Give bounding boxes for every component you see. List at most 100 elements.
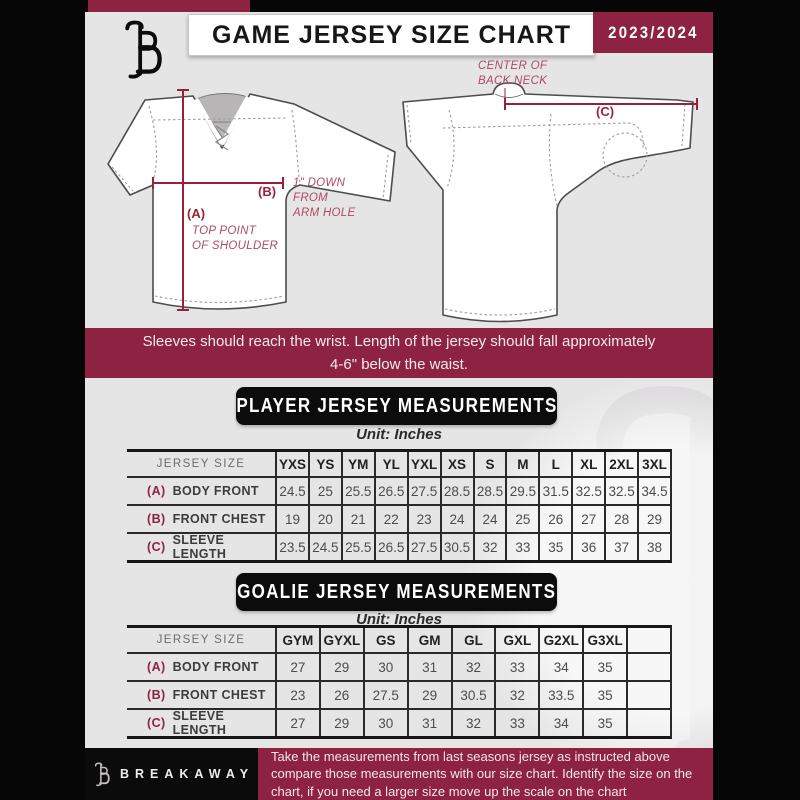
player-measurements-table: JERSEY SIZE YXS YS YM YL YXL XS S M L XL 2XL 3XL (A) B… — [127, 449, 672, 563]
size-column-header: GYXL — [318, 628, 363, 652]
measurement-cell: 28.5 — [439, 476, 473, 504]
measurement-cell: 35 — [582, 680, 627, 708]
size-column-header: GL — [450, 628, 495, 652]
goalie-section-header: GOALIE JERSEY MEASUREMENTS — [236, 573, 557, 611]
measurement-cell: 38 — [637, 532, 670, 560]
measurement-cell: 35 — [582, 652, 627, 680]
footer-brand-name: BREAKAWAY — [119, 767, 255, 781]
row-key: (A) — [147, 484, 166, 498]
size-column-header: GXL — [494, 628, 538, 652]
row-name: BODY FRONT — [172, 484, 259, 498]
label-b: (B) — [258, 184, 277, 199]
footer: BREAKAWAY Take the measurements from las… — [85, 748, 713, 800]
measurement-cell: 25 — [505, 504, 539, 532]
page-body: GAME JERSEY SIZE CHART 2023/2024 — [85, 12, 713, 800]
row-name: BODY FRONT — [172, 660, 259, 674]
row-label: (B) FRONT CHEST — [127, 680, 275, 708]
measurement-cell: 23 — [275, 680, 319, 708]
measurement-cell: 27 — [275, 708, 319, 736]
footer-b-icon — [89, 762, 111, 787]
size-column-header: YXL — [406, 452, 440, 476]
size-header-cell: JERSEY SIZE — [156, 458, 246, 470]
measurement-cell: 25.5 — [340, 532, 374, 560]
measurement-cell: 26.5 — [373, 476, 407, 504]
measurement-cell: 33 — [494, 652, 539, 680]
size-column-header: S — [472, 452, 506, 476]
measurement-cell: 36 — [571, 532, 605, 560]
measurement-cell: 33 — [505, 532, 539, 560]
player-section-title: PLAYER JERSEY MEASUREMENTS — [235, 394, 558, 417]
measurement-cell: 27.5 — [362, 680, 407, 708]
note-top-point-of-shoulder: TOP POINT OF SHOULDER — [192, 225, 279, 252]
measure-line-B — [152, 177, 284, 189]
measurement-cell: 20 — [307, 504, 341, 532]
label-a: (A) — [187, 206, 206, 221]
footer-instructions-box: Take the measurements from last seasons … — [258, 748, 713, 800]
measurement-cell: 34 — [538, 708, 583, 736]
row-label: (C) SLEEVE LENGTH — [127, 532, 275, 561]
measurement-cell: 30.5 — [450, 680, 495, 708]
size-column-header: L — [538, 452, 571, 476]
fit-note-banner: Sleeves should reach the wrist. Length o… — [85, 328, 713, 378]
row-name: SLEEVE LENGTH — [172, 533, 227, 561]
row-key: (C) — [147, 716, 166, 730]
measurement-cell: 34.5 — [637, 476, 670, 504]
measurement-cell: 33.5 — [538, 680, 583, 708]
size-column-header: XS — [439, 452, 473, 476]
measurement-cell: 32.5 — [571, 476, 605, 504]
row-label: (A) BODY FRONT — [127, 476, 275, 504]
size-column-header: 2XL — [604, 452, 637, 476]
measurement-cell: 30 — [362, 652, 407, 680]
size-header-cell: JERSEY SIZE — [156, 634, 246, 646]
size-column-header: GS — [362, 628, 407, 652]
page-title: GAME JERSEY SIZE CHART — [211, 20, 572, 49]
footer-brand: BREAKAWAY — [85, 748, 258, 800]
label-c: (C) — [596, 104, 615, 119]
measurement-cell: 29 — [637, 504, 670, 532]
row-label: (C) SLEEVE LENGTH — [127, 708, 275, 737]
measurement-cell: 29 — [318, 652, 363, 680]
note-center-of-back-neck: CENTER OF BACK NECK — [478, 60, 548, 87]
measurement-cell: 27.5 — [406, 476, 440, 504]
size-column-header: YM — [340, 452, 374, 476]
measurement-cell: 22 — [373, 504, 407, 532]
measure-line-C — [504, 88, 698, 110]
measurement-cell: 26 — [538, 504, 572, 532]
measurement-cell: 31.5 — [538, 476, 572, 504]
size-column-header — [626, 628, 670, 652]
size-column-header: YL — [373, 452, 407, 476]
measurement-cell: 35 — [538, 532, 572, 560]
measurement-cell: 30.5 — [439, 532, 473, 560]
size-column-header: GYM — [275, 628, 319, 652]
row-label: (A) BODY FRONT — [127, 652, 275, 680]
measurement-cell: 23.5 — [275, 532, 308, 560]
row-label: (B) FRONT CHEST — [127, 504, 275, 532]
player-unit-label: Unit: Inches — [356, 426, 442, 443]
measurement-cell: 23 — [406, 504, 440, 532]
size-column-header: XL — [571, 452, 604, 476]
measurement-cell: 33 — [494, 708, 539, 736]
measurement-cell: 19 — [275, 504, 308, 532]
measurement-cell: 31 — [406, 652, 451, 680]
measurement-cell — [626, 680, 670, 708]
row-name: FRONT CHEST — [172, 512, 266, 526]
measurement-cell: 29.5 — [505, 476, 539, 504]
measurement-cell: 29 — [406, 680, 451, 708]
size-column-header: YXS — [275, 452, 308, 476]
measurement-cell: 30 — [362, 708, 407, 736]
measurement-cell: 24 — [472, 504, 506, 532]
measurement-cell — [626, 652, 670, 680]
row-key: (A) — [147, 660, 166, 674]
size-column-header: 3XL — [637, 452, 670, 476]
measurement-cell: 27.5 — [406, 532, 440, 560]
footer-instructions: Take the measurements from last seasons … — [271, 749, 693, 799]
measurement-cell — [626, 708, 670, 736]
measurement-cell: 28 — [604, 504, 638, 532]
size-column-header: M — [505, 452, 538, 476]
jersey-diagrams — [107, 82, 698, 323]
measurement-cell: 35 — [582, 708, 627, 736]
goalie-measurements-table: JERSEY SIZE GYM GYXL GS GM GL GXL G2XL G3XL (A) BO… — [127, 625, 672, 739]
measurement-cell: 32 — [494, 680, 539, 708]
size-column-header: G2XL — [538, 628, 582, 652]
